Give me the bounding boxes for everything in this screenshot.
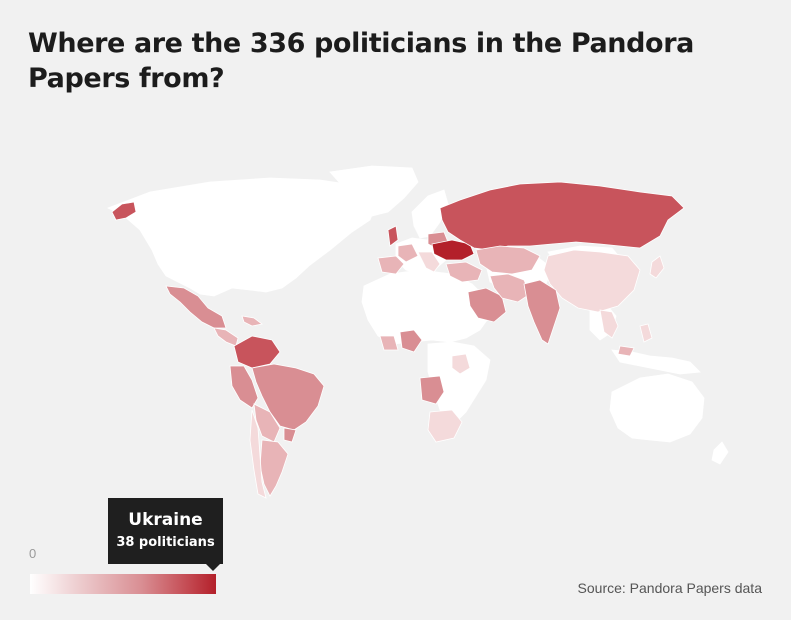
country-italy-balkans[interactable] xyxy=(417,251,441,273)
country-canada-usa[interactable] xyxy=(107,177,379,297)
country-scandinavia[interactable] xyxy=(411,189,449,239)
country-saudi-arabia[interactable] xyxy=(467,287,507,323)
country-indonesia[interactable] xyxy=(611,349,701,375)
country-nigeria[interactable] xyxy=(399,329,423,353)
country-uk[interactable] xyxy=(387,225,399,247)
country-brazil[interactable] xyxy=(251,363,325,431)
tooltip-country-name: Ukraine xyxy=(128,510,203,530)
country-greenland[interactable] xyxy=(329,165,419,217)
country-argentina[interactable] xyxy=(259,439,289,497)
country-chile[interactable] xyxy=(249,409,267,499)
country-kenya-east[interactable] xyxy=(451,353,471,375)
country-japan[interactable] xyxy=(649,255,665,279)
country-philippines[interactable] xyxy=(639,323,653,343)
legend-min-label: 0 xyxy=(29,546,37,561)
country-russia[interactable] xyxy=(439,181,685,251)
country-turkey-middle-east[interactable] xyxy=(445,261,483,283)
country-spain-portugal[interactable] xyxy=(377,255,405,275)
legend-color-scale xyxy=(30,574,216,594)
country-kazakhstan[interactable] xyxy=(475,245,541,275)
country-australia[interactable] xyxy=(609,373,705,443)
country-central-america[interactable] xyxy=(213,327,239,347)
country-china[interactable] xyxy=(543,249,641,313)
country-ghana-west[interactable] xyxy=(379,335,399,351)
country-south-africa[interactable] xyxy=(427,409,463,443)
country-caribbean[interactable] xyxy=(241,315,263,327)
country-thailand-vietnam[interactable] xyxy=(599,309,619,339)
country-mexico[interactable] xyxy=(165,285,227,329)
world-map-svg[interactable] xyxy=(0,160,791,500)
country-ukraine[interactable] xyxy=(431,239,475,261)
world-map[interactable] xyxy=(0,160,791,500)
country-north-africa[interactable] xyxy=(361,269,491,345)
country-new-zealand[interactable] xyxy=(711,441,729,465)
country-france[interactable] xyxy=(397,243,419,263)
country-india[interactable] xyxy=(523,279,561,345)
country-malaysia[interactable] xyxy=(617,345,635,357)
country-alaska[interactable] xyxy=(111,201,137,221)
country-colombia-venezuela[interactable] xyxy=(233,335,281,369)
country-angola[interactable] xyxy=(419,375,445,405)
country-uruguay[interactable] xyxy=(283,427,297,443)
country-ecuador-peru[interactable] xyxy=(229,365,259,409)
country-tooltip: Ukraine 38 politicians xyxy=(108,498,223,571)
page-title: Where are the 336 politicians in the Pan… xyxy=(28,28,694,94)
tooltip-politician-count: 38 politicians xyxy=(116,535,215,550)
source-note: Source: Pandora Papers data xyxy=(577,580,762,596)
shaded-countries xyxy=(111,181,685,499)
country-iran-pakistan[interactable] xyxy=(489,273,531,303)
